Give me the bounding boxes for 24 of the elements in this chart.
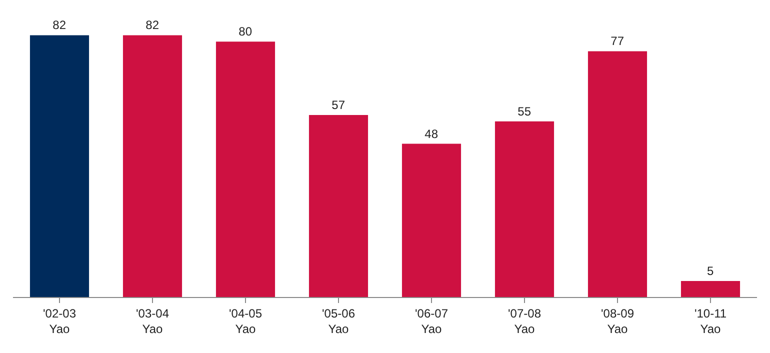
bar: [216, 42, 276, 297]
bar: [122, 35, 182, 297]
data-label: 82: [146, 18, 160, 32]
data-label: 5: [707, 264, 714, 278]
data-label: 48: [424, 126, 438, 141]
data-label: 55: [518, 104, 532, 118]
bar: [494, 121, 554, 297]
data-label: 80: [238, 24, 252, 39]
bar: [402, 144, 462, 297]
bar: [308, 115, 368, 297]
data-label: 82: [52, 18, 66, 32]
x-tick-label: '07-08 Yao: [508, 306, 542, 336]
bar: [680, 281, 740, 297]
x-tick-label: '05-06 Yao: [322, 306, 356, 336]
data-label: 57: [332, 98, 346, 112]
bar: [588, 51, 648, 297]
data-label: 77: [610, 34, 624, 48]
x-tick-label: '02-03 Yao: [43, 306, 76, 336]
x-tick-label: '10-11 Yao: [694, 306, 727, 336]
x-tick-label: '06-07 Yao: [415, 306, 448, 336]
x-tick-label: '04-05 Yao: [229, 306, 262, 336]
bar: [30, 35, 90, 297]
x-tick-label: '03-04 Yao: [136, 306, 170, 336]
x-tick-label: '08-09 Yao: [601, 306, 634, 336]
